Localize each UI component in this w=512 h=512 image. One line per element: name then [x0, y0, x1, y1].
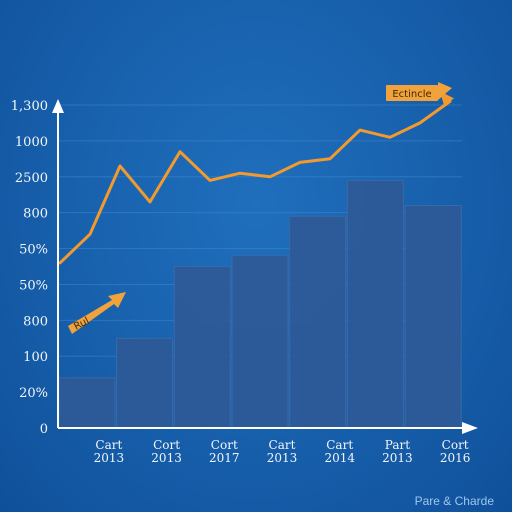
trend-line	[58, 99, 452, 265]
x-tick-label: 2013	[94, 451, 125, 465]
x-axis-tick-labels: Cart2013Cort2013Cort2017Cart2013Cart2014…	[94, 438, 471, 465]
x-axis-arrow	[462, 422, 478, 434]
bar	[58, 377, 116, 429]
y-tick-label: 50%	[19, 278, 48, 293]
bar	[346, 179, 404, 429]
bar	[173, 266, 231, 429]
bar	[289, 215, 347, 429]
bar	[404, 205, 462, 429]
y-tick-label: 20%	[19, 386, 48, 401]
bar	[116, 337, 174, 429]
x-tick-label: Cart	[269, 438, 296, 452]
footer-caption: Pare & Charde	[414, 494, 494, 508]
bar-series	[58, 179, 462, 429]
annotation-arrow-top	[438, 82, 452, 100]
x-tick-label: 2013	[267, 451, 298, 465]
y-tick-label: 1000	[15, 135, 48, 150]
y-tick-label: 800	[23, 314, 48, 329]
x-tick-label: Cort	[211, 438, 238, 452]
x-tick-label: Cort	[153, 438, 180, 452]
y-tick-label: 2500	[15, 171, 48, 186]
x-tick-label: 2017	[209, 451, 240, 465]
x-tick-label: Cort	[442, 438, 469, 452]
annotation-label-top: Ectincle	[392, 89, 431, 100]
x-tick-label: 2014	[324, 451, 355, 465]
axes	[52, 99, 478, 434]
y-tick-label: 50%	[19, 243, 48, 258]
x-tick-label: Cart	[95, 438, 122, 452]
y-tick-label: 0	[40, 422, 48, 437]
annotation-tag-top	[386, 85, 438, 101]
bar	[231, 255, 289, 429]
y-tick-label: 800	[23, 207, 48, 222]
y-tick-label: 100	[23, 350, 48, 365]
y-axis-arrow	[52, 99, 64, 113]
x-tick-label: 2013	[151, 451, 182, 465]
annotation-arrow-small	[68, 292, 126, 334]
x-tick-label: 2013	[382, 451, 413, 465]
y-tick-label: 1,300	[11, 99, 48, 114]
x-tick-label: Part	[385, 438, 410, 452]
y-axis-tick-labels: 0 20% 100 800 50% 50% 800 2500 1000 1,300	[11, 99, 48, 437]
x-tick-label: 2016	[440, 451, 471, 465]
x-tick-label: Cart	[326, 438, 353, 452]
